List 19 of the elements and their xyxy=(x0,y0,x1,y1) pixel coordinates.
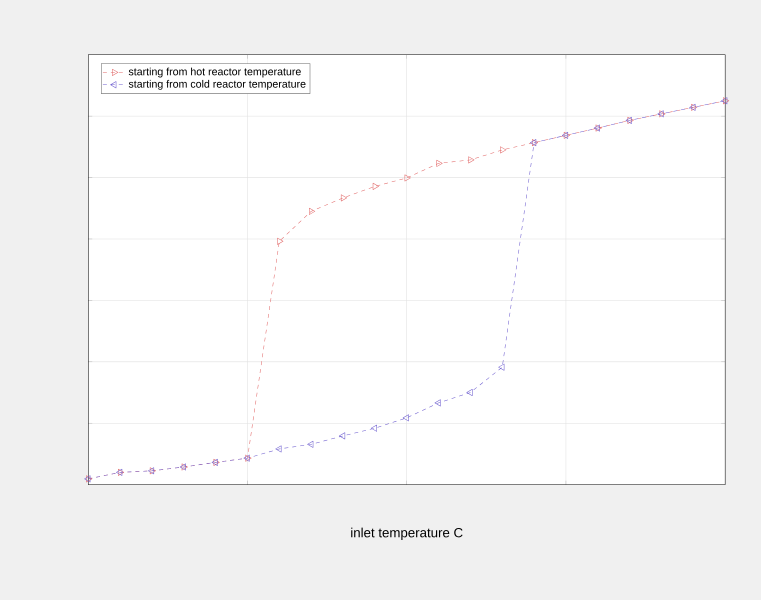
point xyxy=(498,364,504,371)
point xyxy=(275,445,282,452)
point xyxy=(339,432,346,440)
point xyxy=(500,146,506,154)
legend-label: starting from cold reactor temperature xyxy=(128,80,306,90)
point xyxy=(340,194,348,202)
point xyxy=(309,208,316,215)
point xyxy=(277,238,284,245)
x-axis-title: inlet temperature C xyxy=(351,528,463,540)
point xyxy=(468,156,474,164)
point xyxy=(372,182,379,190)
point xyxy=(466,388,473,396)
point xyxy=(370,424,378,432)
legend-label: starting from hot reactor temperature xyxy=(128,68,301,78)
point xyxy=(307,440,314,448)
point xyxy=(402,414,409,422)
point xyxy=(434,399,441,406)
point xyxy=(436,160,443,167)
point xyxy=(404,174,411,182)
